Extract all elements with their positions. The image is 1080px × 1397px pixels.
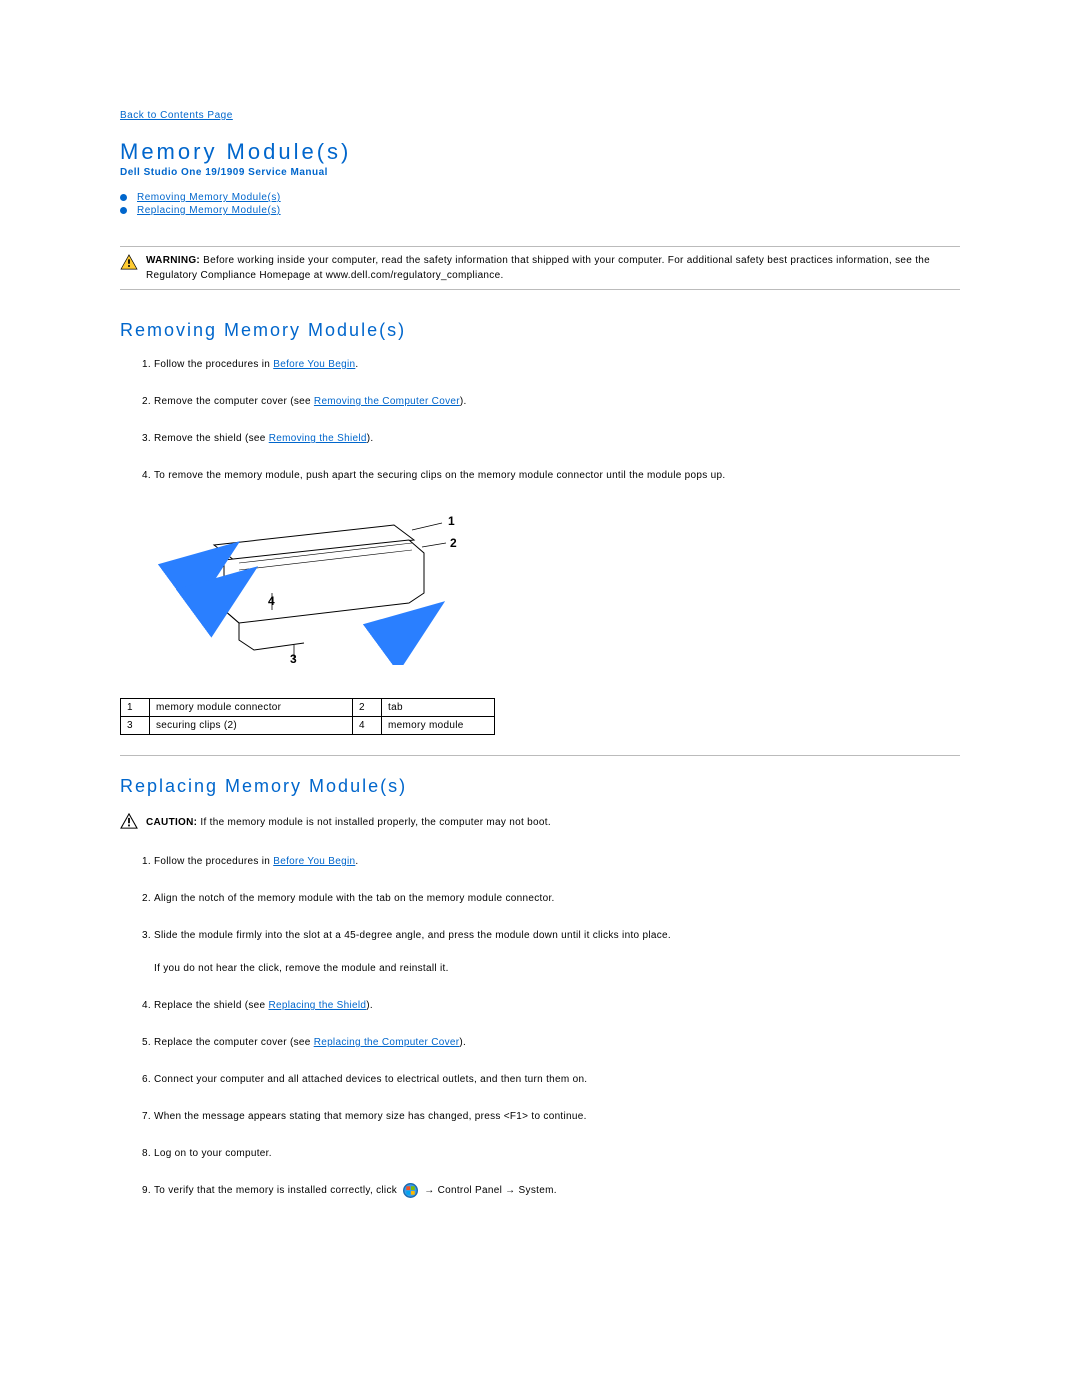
step-text: ). xyxy=(459,1037,466,1048)
caution-box: CAUTION: If the memory module is not ins… xyxy=(120,813,960,832)
replacing-step-9: To verify that the memory is installed c… xyxy=(154,1183,960,1198)
warning-label: WARNING: xyxy=(146,255,200,266)
windows-start-icon xyxy=(403,1183,418,1198)
back-to-contents-link[interactable]: Back to Contents Page xyxy=(120,110,233,121)
figure-label-3: 3 xyxy=(290,652,297,665)
warning-box: WARNING: Before working inside your comp… xyxy=(120,246,960,290)
table-cell: memory module xyxy=(382,717,495,735)
caution-body: If the memory module is not installed pr… xyxy=(200,817,551,828)
replacing-step-4: Replace the shield (see Replacing the Sh… xyxy=(154,998,960,1013)
table-cell: securing clips (2) xyxy=(150,717,353,735)
step-text: Slide the module firmly into the slot at… xyxy=(154,930,671,941)
removing-shield-link[interactable]: Removing the Shield xyxy=(269,433,367,444)
replacing-step-8: Log on to your computer. xyxy=(154,1146,960,1161)
memory-module-figure: 1 2 4 3 xyxy=(154,505,960,668)
step-text: Remove the shield (see xyxy=(154,433,269,444)
toc-link-removing[interactable]: Removing Memory Module(s) xyxy=(137,192,281,203)
removing-step-2: Remove the computer cover (see Removing … xyxy=(154,394,960,409)
section-heading-removing: Removing Memory Module(s) xyxy=(120,320,960,341)
before-you-begin-link[interactable]: Before You Begin xyxy=(273,359,355,370)
caution-text: CAUTION: If the memory module is not ins… xyxy=(146,817,551,828)
replacing-step-6: Connect your computer and all attached d… xyxy=(154,1072,960,1087)
step-text: Follow the procedures in xyxy=(154,359,273,370)
warning-body: Before working inside your computer, rea… xyxy=(146,255,930,281)
caution-label: CAUTION: xyxy=(146,817,197,828)
removing-steps: Follow the procedures in Before You Begi… xyxy=(120,357,960,483)
removing-cover-link[interactable]: Removing the Computer Cover xyxy=(314,396,460,407)
figure-label-1: 1 xyxy=(448,514,455,528)
section-heading-replacing: Replacing Memory Module(s) xyxy=(120,776,960,797)
table-cell: 3 xyxy=(121,717,150,735)
replacing-cover-link[interactable]: Replacing the Computer Cover xyxy=(314,1037,460,1048)
removing-step-4: To remove the memory module, push apart … xyxy=(154,468,960,483)
warning-icon xyxy=(120,254,140,273)
figure-label-2: 2 xyxy=(450,536,457,550)
removing-step-1: Follow the procedures in Before You Begi… xyxy=(154,357,960,372)
replacing-steps: Follow the procedures in Before You Begi… xyxy=(120,854,960,1198)
toc-link-replacing[interactable]: Replacing Memory Module(s) xyxy=(137,205,281,216)
step-text: → Control Panel → System. xyxy=(424,1185,557,1196)
table-of-contents: Removing Memory Module(s) Replacing Memo… xyxy=(120,192,960,216)
step-text: . xyxy=(355,856,358,867)
caution-icon xyxy=(120,813,140,832)
step-text: ). xyxy=(367,433,374,444)
replacing-step-2: Align the notch of the memory module wit… xyxy=(154,891,960,906)
table-cell: 2 xyxy=(353,699,382,717)
before-you-begin-link[interactable]: Before You Begin xyxy=(273,856,355,867)
figure-label-4: 4 xyxy=(268,594,275,608)
replacing-step-5: Replace the computer cover (see Replacin… xyxy=(154,1035,960,1050)
section-divider xyxy=(120,755,960,756)
parts-table: 1 memory module connector 2 tab 3 securi… xyxy=(120,698,495,735)
step-text: ). xyxy=(460,396,467,407)
manual-subtitle: Dell Studio One 19/1909 Service Manual xyxy=(120,167,960,178)
table-cell: memory module connector xyxy=(150,699,353,717)
step-text: To verify that the memory is installed c… xyxy=(154,1185,400,1196)
warning-text: WARNING: Before working inside your comp… xyxy=(146,253,960,283)
page-title: Memory Module(s) xyxy=(120,139,960,165)
step-text: . xyxy=(355,359,358,370)
table-cell: tab xyxy=(382,699,495,717)
replacing-step-3: Slide the module firmly into the slot at… xyxy=(154,928,960,976)
table-cell: 1 xyxy=(121,699,150,717)
removing-step-3: Remove the shield (see Removing the Shie… xyxy=(154,431,960,446)
table-cell: 4 xyxy=(353,717,382,735)
replacing-step-1: Follow the procedures in Before You Begi… xyxy=(154,854,960,869)
step-text: Replace the shield (see xyxy=(154,1000,269,1011)
replacing-shield-link[interactable]: Replacing the Shield xyxy=(269,1000,367,1011)
step-text: ). xyxy=(366,1000,373,1011)
step-text: Remove the computer cover (see xyxy=(154,396,314,407)
step-note: If you do not hear the click, remove the… xyxy=(154,961,960,976)
step-text: Follow the procedures in xyxy=(154,856,273,867)
step-text: Replace the computer cover (see xyxy=(154,1037,314,1048)
replacing-step-7: When the message appears stating that me… xyxy=(154,1109,960,1124)
